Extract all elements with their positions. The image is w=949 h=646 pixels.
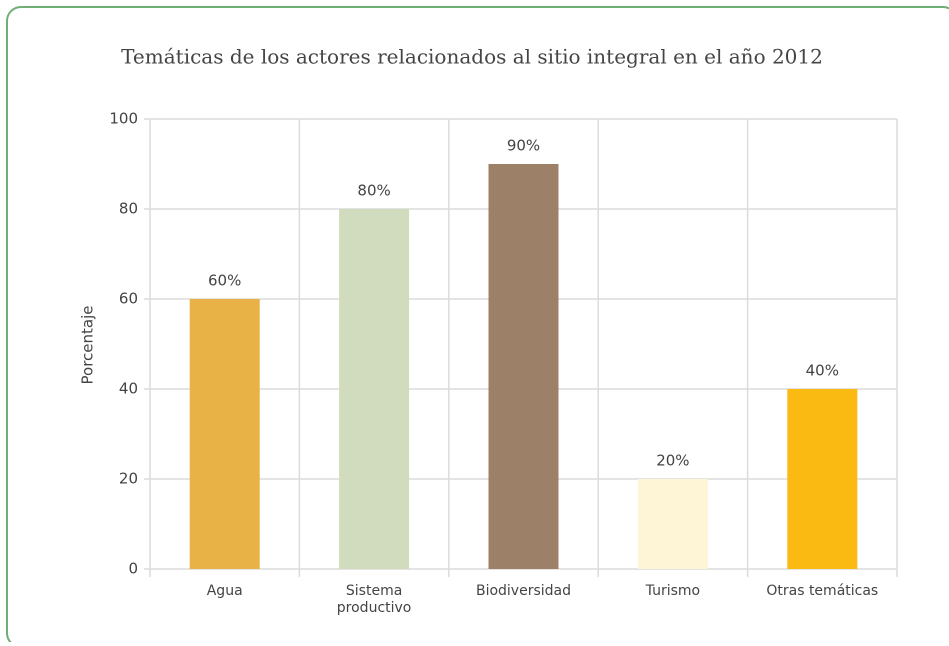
bar — [189, 299, 260, 569]
x-tick-label: Turismo — [645, 583, 701, 599]
data-label: 40% — [806, 362, 839, 380]
bar — [488, 164, 559, 569]
chart-title: Temáticas de los actores relacionados al… — [121, 45, 823, 69]
x-tick-label: Biodiversidad — [475, 583, 571, 599]
x-tick-label-box: Agua — [206, 583, 243, 599]
y-tick-label: 100 — [109, 110, 138, 128]
x-tick-label-box: Turismo — [645, 583, 701, 599]
x-tick-label-box: Biodiversidad — [475, 583, 571, 599]
x-tick-label-box: Sistema productivo — [336, 583, 412, 616]
x-tick-label-box: Otras temáticas — [766, 583, 879, 599]
x-tick-label: Otras temáticas — [766, 583, 879, 599]
x-tick-label: Agua — [206, 583, 243, 599]
y-tick-label: 60 — [119, 290, 138, 308]
data-label: 90% — [507, 137, 540, 155]
y-tick-label: 20 — [119, 470, 138, 488]
data-label: 20% — [656, 452, 689, 470]
y-tick-label: 80 — [119, 200, 138, 218]
x-tick-label: Sistema productivo — [336, 583, 412, 616]
data-label: 80% — [357, 182, 390, 200]
bar — [787, 389, 858, 569]
data-label: 60% — [208, 272, 241, 290]
y-tick-label: 0 — [128, 560, 138, 578]
bar — [339, 209, 410, 569]
y-tick-label: 40 — [119, 380, 138, 398]
y-axis-label: Porcentaje — [79, 306, 97, 385]
bar — [637, 479, 708, 569]
